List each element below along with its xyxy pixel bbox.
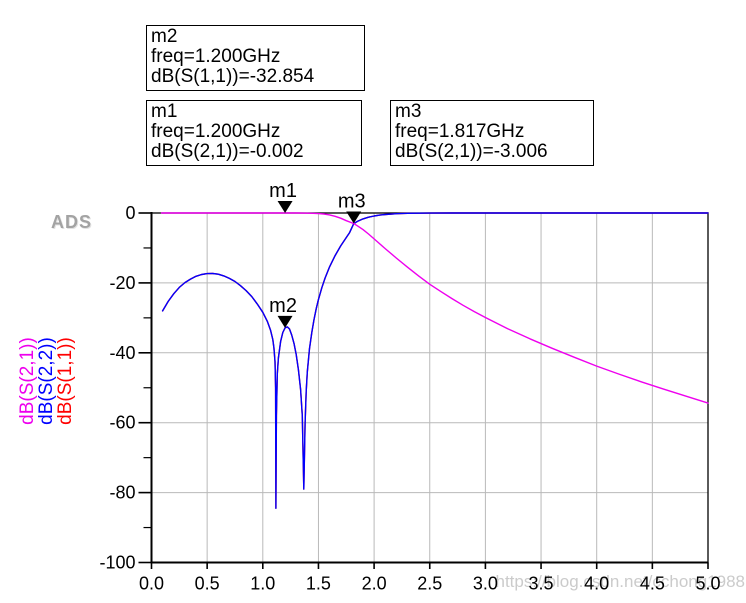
marker-m3-triangle[interactable]	[346, 211, 362, 224]
x-tick-label: 2.0	[362, 574, 387, 594]
x-tick-label: 1.0	[250, 574, 275, 594]
y-axis-label-s22: dB(S(2,2))	[36, 337, 57, 425]
marker-m3-value: dB(S(2,1))=-3.006	[395, 141, 548, 162]
marker-m2-name: m2	[151, 26, 178, 47]
marker-m3-label: m3	[338, 191, 366, 213]
x-tick-label: 4.5	[640, 574, 665, 594]
marker-m3-freq: freq=1.817GHz	[395, 121, 525, 142]
marker-m1-label: m1	[269, 180, 297, 202]
x-tick-label: 3.5	[529, 574, 554, 594]
marker-m3-name: m3	[395, 101, 422, 122]
trace-dbs11[interactable]	[161, 212, 709, 509]
marker-m2-value: dB(S(1,1))=-32.854	[151, 66, 315, 87]
y-axis-label-s21: dB(S(2,1))	[17, 337, 38, 425]
y-axis-label-s11: dB(S(1,1))	[55, 337, 76, 425]
y-tick-label: -100	[99, 553, 135, 573]
x-tick-label: 1.5	[306, 574, 331, 594]
marker-m2-freq: freq=1.200GHz	[151, 46, 281, 67]
marker-m1-triangle[interactable]	[277, 201, 293, 213]
ads-logo: ADS	[51, 212, 93, 232]
trace-dbs21[interactable]	[160, 212, 709, 404]
marker-m1-value: dB(S(2,1))=-0.002	[151, 141, 304, 162]
y-tick-label: 0	[125, 203, 135, 223]
y-tick-label: -20	[109, 273, 135, 293]
x-tick-label: 0.0	[139, 574, 164, 594]
marker-m1-name: m1	[151, 101, 178, 122]
x-tick-label: 4.0	[584, 574, 609, 594]
x-tick-label: 3.0	[473, 574, 498, 594]
trace-dbs22[interactable]	[161, 212, 709, 509]
marker-m2-label: m2	[269, 295, 297, 317]
marker-readout-m3[interactable]: m3 freq=1.817GHz dB(S(2,1))=-3.006	[390, 100, 594, 166]
x-tick-label: 2.5	[417, 574, 442, 594]
y-tick-label: -80	[109, 483, 135, 503]
marker-m2-triangle[interactable]	[277, 315, 293, 328]
x-tick-label: 0.5	[195, 574, 220, 594]
marker-readout-m2[interactable]: m2 freq=1.200GHz dB(S(1,1))=-32.854	[146, 25, 365, 91]
y-tick-label: -60	[109, 413, 135, 433]
x-tick-label: 5.0	[695, 574, 720, 594]
watermark: https://blog.csdn.net/cchong1988	[495, 572, 745, 591]
marker-readout-m1[interactable]: m1 freq=1.200GHz dB(S(2,1))=-0.002	[146, 100, 362, 166]
marker-m1-freq: freq=1.200GHz	[151, 121, 281, 142]
y-tick-label: -40	[109, 343, 135, 363]
